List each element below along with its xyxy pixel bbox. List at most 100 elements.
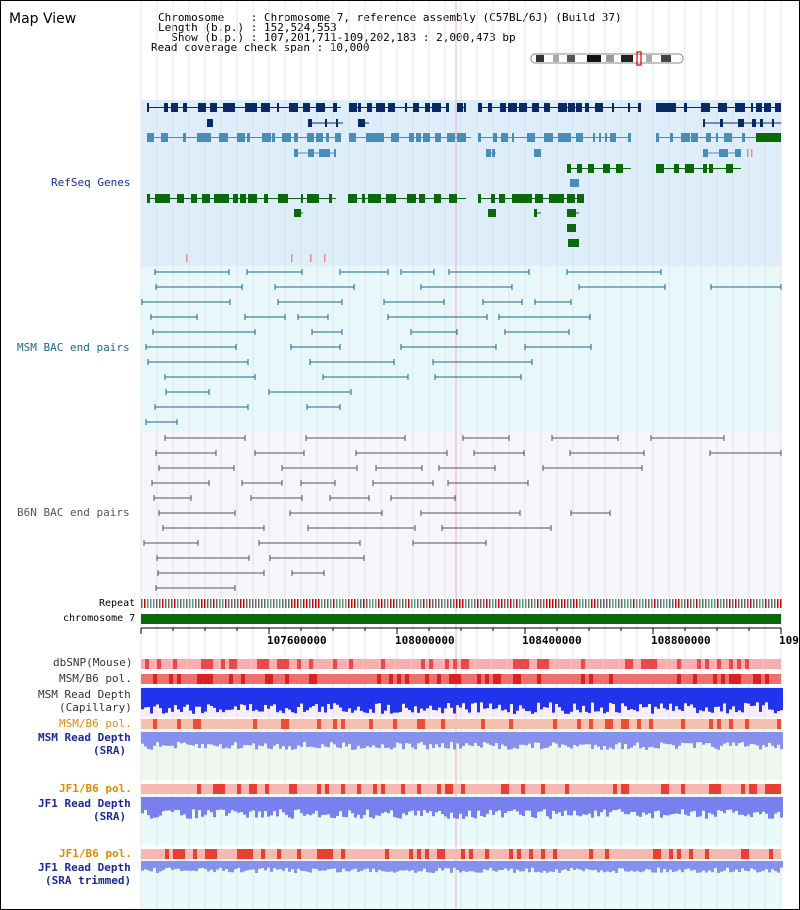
depth-tracks	[141, 688, 783, 873]
heat-cell	[229, 659, 233, 669]
depth-bar	[696, 797, 699, 818]
gene-exon	[671, 103, 676, 112]
heat-cell	[221, 674, 225, 684]
depth-bar	[492, 797, 495, 815]
depth-bar	[543, 797, 546, 810]
depth-bar	[729, 688, 732, 710]
depth-bar	[498, 861, 501, 871]
depth-bar	[306, 861, 309, 872]
depth-bar	[609, 688, 612, 703]
track-label-msm-bac[interactable]: MSM BAC end pairs	[17, 341, 130, 354]
heat-cell	[205, 674, 209, 684]
repeat-mark	[555, 599, 557, 608]
depth-bar	[765, 797, 768, 814]
heat-cell	[617, 719, 621, 729]
heat-cell	[401, 659, 405, 669]
repeat-mark	[366, 599, 368, 608]
heat-cell	[501, 719, 505, 729]
repeat-mark	[297, 599, 299, 608]
depth-bar	[768, 861, 771, 873]
heat-cell	[545, 719, 549, 729]
repeat-mark	[774, 599, 776, 608]
repeat-track	[141, 599, 782, 608]
depth-bar	[294, 688, 297, 714]
depth-bar	[726, 732, 729, 743]
heat-cell	[561, 659, 565, 669]
heat-cell	[433, 719, 437, 729]
depth-bar	[423, 688, 426, 711]
depth-bar	[627, 861, 630, 872]
track-label-msm-pol-2: MSM/B6 pol.	[59, 717, 132, 730]
track-label-b6n-bac[interactable]: B6N BAC end pairs	[17, 506, 130, 519]
heat-cell	[301, 719, 305, 729]
depth-bar	[690, 732, 693, 744]
depth-bar	[411, 732, 414, 748]
depth-bar	[768, 732, 771, 743]
depth-bar	[546, 861, 549, 873]
depth-bar	[477, 797, 480, 811]
depth-bar	[432, 861, 435, 873]
chromosome-ideogram[interactable]	[530, 51, 684, 66]
depth-bar	[525, 861, 528, 869]
heat-cell	[513, 659, 517, 669]
heat-cell	[777, 849, 781, 859]
heat-cell	[585, 849, 589, 859]
depth-bar	[519, 688, 522, 706]
depth-bar	[195, 797, 198, 819]
gene-exon	[183, 103, 187, 112]
gene-exon	[264, 194, 268, 203]
depth-bar	[705, 797, 708, 819]
depth-bar	[504, 732, 507, 747]
heat-cell	[545, 849, 549, 859]
repeat-mark	[444, 599, 446, 608]
depth-bar	[261, 732, 264, 747]
heat-cell	[273, 784, 277, 794]
heat-cell	[393, 849, 397, 859]
depth-bar	[684, 797, 687, 815]
heat-cell	[549, 784, 553, 794]
heat-cell	[769, 784, 773, 794]
repeat-mark	[447, 599, 449, 608]
depth-bar	[630, 688, 633, 710]
heat-cell	[685, 674, 689, 684]
depth-bar	[171, 732, 174, 746]
gene-exon	[171, 103, 178, 112]
heat-cell	[217, 784, 221, 794]
depth-bar	[516, 861, 519, 870]
heat-cell	[261, 659, 265, 669]
heat-cell	[341, 719, 345, 729]
gene-exon	[558, 103, 567, 112]
depth-bar	[771, 688, 774, 710]
track-label-refseq[interactable]: RefSeq Genes	[51, 176, 131, 189]
gene-exon	[435, 133, 441, 142]
depth-bar	[327, 732, 330, 748]
heat-cell	[649, 659, 653, 669]
depth-bar	[432, 797, 435, 817]
depth-bar	[354, 732, 357, 750]
heat-cell	[433, 659, 437, 669]
gene-exon	[191, 194, 197, 203]
heat-cell	[217, 849, 221, 859]
gene-exon	[289, 103, 298, 112]
depth-bar	[486, 797, 489, 814]
repeat-mark	[153, 599, 155, 608]
gene-exon	[210, 103, 217, 112]
heat-cell	[637, 674, 641, 684]
repeat-mark	[246, 599, 248, 608]
heat-cell	[545, 784, 549, 794]
heat-cell	[761, 784, 765, 794]
gene-exon	[261, 103, 270, 112]
depth-bar	[357, 688, 360, 707]
heat-cell	[209, 784, 213, 794]
gene-exon	[512, 133, 514, 142]
heat-cell	[473, 674, 477, 684]
heat-cell	[513, 784, 517, 794]
track-label-sra-1: (SRA)	[93, 744, 127, 757]
depth-bar	[276, 688, 279, 713]
depth-bar	[423, 861, 426, 869]
heat-cell	[521, 784, 525, 794]
gene-exon	[567, 164, 571, 173]
heat-cell	[337, 719, 341, 729]
depth-bar	[339, 688, 342, 708]
